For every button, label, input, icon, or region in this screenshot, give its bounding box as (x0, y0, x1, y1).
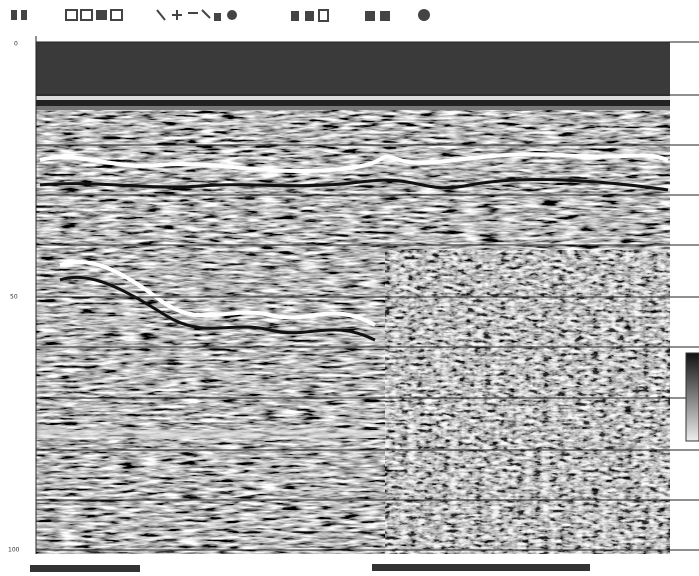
radargram (36, 42, 670, 554)
marker-bar[interactable] (30, 565, 140, 572)
tool-icon[interactable] (21, 10, 27, 20)
radargram-texture (385, 250, 670, 554)
tool-icon[interactable] (418, 9, 430, 21)
tool-icon[interactable] (11, 10, 17, 20)
depth-axis: 0 50 100 (8, 41, 20, 554)
marker-bar[interactable] (372, 564, 590, 571)
tool-icon[interactable] (157, 10, 210, 20)
tool-icon[interactable] (96, 10, 107, 20)
tool-icon[interactable] (291, 11, 299, 21)
depth-label: 50 (10, 294, 18, 301)
tool-icon[interactable] (214, 13, 221, 21)
tool-icon[interactable] (365, 11, 375, 21)
tool-icon[interactable] (111, 10, 122, 20)
depth-label: 0 (14, 41, 18, 48)
color-bar (686, 353, 699, 441)
tool-icon[interactable] (380, 11, 390, 21)
surface-line (36, 100, 670, 106)
tool-icon[interactable] (81, 10, 92, 20)
air-band (36, 42, 670, 96)
tool-icon[interactable] (66, 10, 77, 20)
surface-line (36, 96, 670, 100)
radargram-window: 0 50 100 (0, 0, 699, 576)
tool-icon[interactable] (305, 11, 314, 21)
toolbar (11, 9, 430, 21)
tool-icon[interactable] (227, 10, 237, 20)
tool-icon[interactable] (319, 10, 328, 21)
depth-label: 100 (8, 547, 20, 554)
band (36, 430, 386, 438)
